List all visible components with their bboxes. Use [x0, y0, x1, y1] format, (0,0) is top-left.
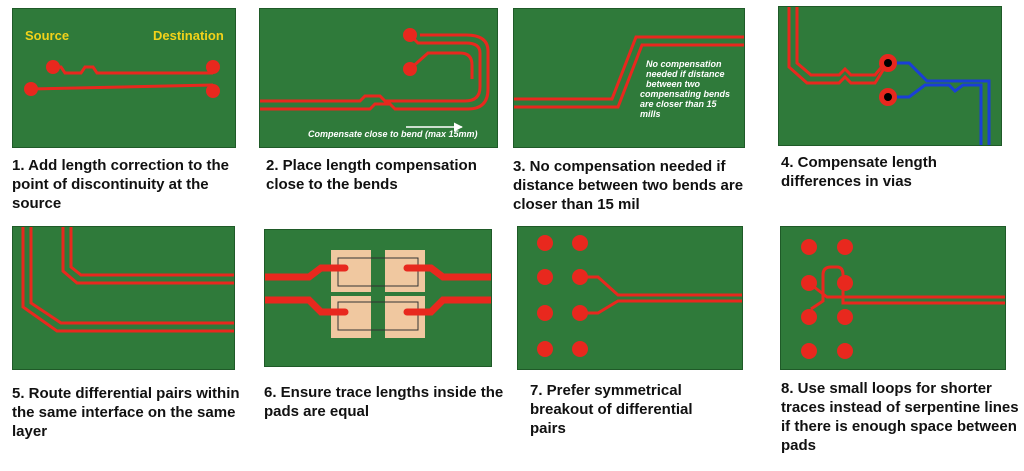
- panel-4-diagram: [787, 7, 991, 145]
- svg-text:needed if distance: needed if distance: [646, 69, 725, 79]
- via-bottom-hole: [884, 93, 892, 101]
- caption-4: 4. Compensate length differences in vias: [781, 154, 937, 190]
- trace-pair1-b: [29, 227, 234, 325]
- no-compensation-note: No compensation needed if distance betwe…: [640, 59, 730, 119]
- panel-3-board: No compensation needed if distance betwe…: [513, 8, 745, 148]
- svg-text:No compensation: No compensation: [646, 59, 722, 69]
- dest-pad-bottom: [206, 84, 220, 98]
- compensation-note: Compensate close to bend (max 15mm): [308, 129, 478, 139]
- svg-text:compensating bends: compensating bends: [640, 89, 730, 99]
- panel-7-board: [517, 226, 743, 370]
- source-label: Source: [25, 28, 69, 43]
- trace-pair2-b: [69, 227, 234, 277]
- panel-7-diagram: [537, 235, 742, 357]
- caption-1: 1. Add length correction to the point of…: [12, 157, 229, 212]
- via-top-hole: [884, 59, 892, 67]
- trace-bottom: [30, 83, 214, 91]
- destination-label: Destination: [153, 28, 224, 43]
- source-pad-top: [46, 60, 60, 74]
- panel-1-diagram: Source Destination: [24, 28, 224, 98]
- caption-5: 5. Route differential pairs within the s…: [12, 385, 240, 440]
- breakout-trace-bottom: [580, 299, 742, 315]
- trace-right-bottom: [403, 296, 491, 316]
- caption-2: 2. Place length compensation close to th…: [266, 157, 477, 193]
- breakout-trace-top: [580, 275, 742, 297]
- panel-5-diagram: [21, 227, 234, 333]
- trace-outer: [260, 33, 482, 103]
- panel-8-board: [780, 226, 1006, 370]
- trace-b: [514, 43, 744, 109]
- svg-text:are closer than 15: are closer than 15: [640, 99, 718, 109]
- panel-4-board: [778, 6, 1002, 146]
- panel-2-diagram: Compensate close to bend (max 15mm): [260, 28, 490, 139]
- trace-small-loop: [810, 265, 1005, 311]
- trace-red-inner: [795, 7, 887, 77]
- panel-3-diagram: No compensation needed if distance betwe…: [514, 35, 744, 119]
- trace-right-top: [403, 264, 491, 281]
- source-pad-bottom: [24, 82, 38, 96]
- svg-text:mills: mills: [640, 109, 661, 119]
- trace-red-outer: [787, 7, 887, 85]
- panel-5-board: [12, 226, 235, 370]
- trace-pad-lower: [409, 51, 474, 79]
- trace-blue-top: [895, 61, 991, 145]
- via-grid: [537, 235, 588, 357]
- pad-lower: [403, 62, 417, 76]
- trace-pair1-a: [21, 227, 234, 333]
- panel-1-board: Source Destination: [12, 8, 236, 148]
- trace-blue-bottom: [895, 83, 983, 145]
- panel-6-board: [264, 229, 492, 367]
- component-outline-top: [337, 257, 419, 287]
- caption-7: 7. Prefer symmetrical breakout of differ…: [530, 382, 693, 437]
- pad-grid: [801, 239, 853, 359]
- dest-pad-top: [206, 60, 220, 74]
- caption-6: 6. Ensure trace lengths inside the pads …: [264, 384, 504, 420]
- pad-upper: [403, 28, 417, 42]
- svg-text:between two: between two: [646, 79, 701, 89]
- caption-8: 8. Use small loops for shorter traces in…: [781, 380, 1019, 454]
- panel-2-board: Compensate close to bend (max 15mm): [259, 8, 498, 148]
- panel-8-diagram: [801, 239, 1005, 359]
- trace-left-bottom: [265, 296, 349, 316]
- component-outline-bottom: [337, 301, 419, 331]
- trace-inner-loop: [260, 33, 490, 111]
- caption-3: 3. No compensation needed if distance be…: [513, 158, 744, 213]
- trace-top: [53, 65, 213, 75]
- panel-6-diagram: [265, 250, 491, 338]
- trace-left-top: [265, 264, 349, 281]
- trace-a: [514, 35, 744, 101]
- trace-pair2-a: [61, 227, 234, 285]
